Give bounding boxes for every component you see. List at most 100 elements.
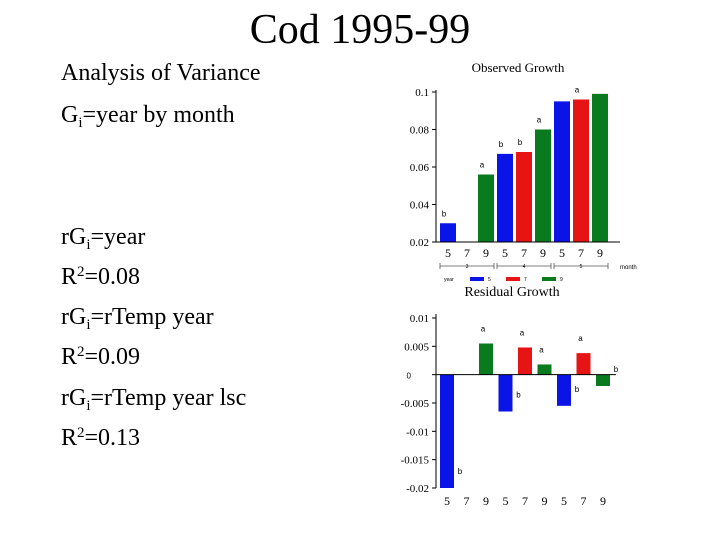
- r2-line-2: R2=0.09: [61, 344, 140, 371]
- bar-label-box: [571, 382, 587, 397]
- gi-subscript: i: [78, 115, 83, 131]
- rgi1-suffix: =year: [90, 224, 146, 250]
- rgi1-subscript: i: [86, 237, 91, 253]
- bar-label: a: [481, 325, 486, 334]
- bar: [479, 343, 493, 375]
- legend-label: 7: [524, 277, 527, 282]
- bar-label: a: [539, 345, 544, 354]
- r2-1-exponent: 2: [77, 264, 85, 280]
- rgi3-prefix: rG: [61, 385, 87, 411]
- x-tick-label: 7: [464, 246, 470, 260]
- rgi1-prefix: rG: [61, 224, 87, 250]
- bar-label-box: [454, 465, 470, 479]
- x-tick-label: 7: [521, 246, 527, 260]
- r2-3-base: R: [61, 425, 78, 451]
- bar-label: b: [442, 209, 447, 218]
- bar-label-box: [512, 388, 529, 403]
- observed-growth-panel: Observed Growth 0.02 0.04 0.06 0.08 0.1 b 5 7 a 9 b…: [296, 60, 720, 283]
- bar-label: a: [575, 86, 580, 95]
- y-tick-label: 0.02: [410, 237, 429, 249]
- x-tick-label: 9: [542, 494, 548, 508]
- r2-2-value: =0.09: [84, 344, 141, 370]
- bar: [518, 347, 532, 375]
- x-tick-label: 5: [444, 494, 450, 508]
- bar-label: a: [578, 334, 583, 343]
- y-tick-label: 0.06: [410, 162, 430, 174]
- r2-2-base: R: [61, 344, 78, 370]
- r2-1-value: =0.08: [84, 264, 141, 290]
- bar-label: a: [537, 116, 542, 125]
- bar-label: b: [516, 391, 521, 400]
- y-tick-label: -0.005: [401, 398, 430, 410]
- bar-label-box: [516, 326, 532, 341]
- anova-line: Analysis of Variance: [61, 60, 261, 86]
- x-tick-label: 9: [600, 494, 606, 508]
- legend-label: 9: [560, 277, 563, 282]
- legend-swatch: [470, 277, 484, 281]
- slide-title: Cod 1995-99: [249, 7, 471, 53]
- bar-label-box: [476, 158, 490, 170]
- bar: [573, 99, 589, 242]
- bar: [576, 353, 591, 375]
- chart-title: Observed Growth: [472, 60, 565, 75]
- bar: [440, 223, 456, 242]
- y-tick-label: 0: [407, 372, 412, 381]
- bar-label: b: [458, 467, 463, 476]
- x-tick-label: 7: [522, 494, 528, 508]
- bar: [537, 364, 552, 375]
- x-tick-label: 9: [483, 494, 489, 508]
- r2-2-exponent: 2: [77, 344, 85, 360]
- bar: [478, 174, 494, 242]
- bar: [596, 374, 610, 386]
- y-tick-label: 0.005: [404, 341, 429, 353]
- bar-label-box: [477, 322, 493, 337]
- bar: [440, 374, 454, 488]
- y-tick-label: 0.1: [415, 87, 429, 99]
- y-tick-label: 0.08: [410, 125, 430, 137]
- x-tick-label: 7: [578, 246, 584, 260]
- bar-label: a: [480, 161, 485, 170]
- x-tick-label: 9: [483, 246, 489, 260]
- rgi-rtemp-lsc-line: rGi=rTemp year lsc: [61, 385, 246, 415]
- r2-line-1: R2=0.08: [61, 264, 140, 291]
- r2-3-exponent: 2: [77, 425, 85, 441]
- bar-label-box: [535, 343, 552, 358]
- x-tick-label: 5: [445, 246, 451, 260]
- bar-label: a: [520, 328, 525, 337]
- gi-line: Gi=year by month: [61, 102, 235, 132]
- residual-growth-chart: Residual Growth 0.01 0.005 0 -0.005 -0.01 -0.0…: [401, 285, 626, 508]
- x-tick-label: 5: [502, 246, 508, 260]
- bar-label-box: [514, 136, 528, 147]
- x-tick-label: 7: [581, 494, 587, 508]
- group-label: 4: [523, 264, 526, 270]
- bar-label: b: [614, 365, 619, 374]
- bar-label-box: [610, 363, 626, 377]
- group-label: 3: [466, 264, 469, 270]
- bar: [498, 374, 513, 412]
- rgi2-subscript: i: [86, 317, 91, 333]
- bar-label-box: [533, 113, 547, 125]
- x-tick-label: 9: [540, 246, 546, 260]
- rgi-year-line: rGi=year: [61, 224, 145, 254]
- bar-label: b: [499, 140, 504, 149]
- legend-swatch: [542, 277, 556, 281]
- x-tick-label: 5: [559, 246, 565, 260]
- r2-1-base: R: [61, 264, 78, 290]
- legend-swatch: [506, 277, 520, 281]
- gi-suffix: =year by month: [82, 102, 235, 128]
- rgi2-suffix: =rTemp year: [90, 304, 214, 330]
- bar: [554, 101, 570, 242]
- bar-label-box: [438, 207, 452, 219]
- group-label: 5: [580, 264, 583, 270]
- bar: [592, 93, 608, 242]
- rgi2-prefix: rG: [61, 304, 87, 330]
- y-tick-label: 0.04: [410, 200, 430, 212]
- gi-prefix: G: [61, 102, 79, 128]
- x-tick-label: 5: [561, 494, 567, 508]
- bar-label: b: [575, 385, 580, 394]
- rgi-rtemp-line: rGi=rTemp year: [61, 304, 214, 334]
- x-tick-label: 7: [464, 494, 470, 508]
- bar: [516, 152, 532, 242]
- y-tick-label: -0.01: [406, 426, 429, 438]
